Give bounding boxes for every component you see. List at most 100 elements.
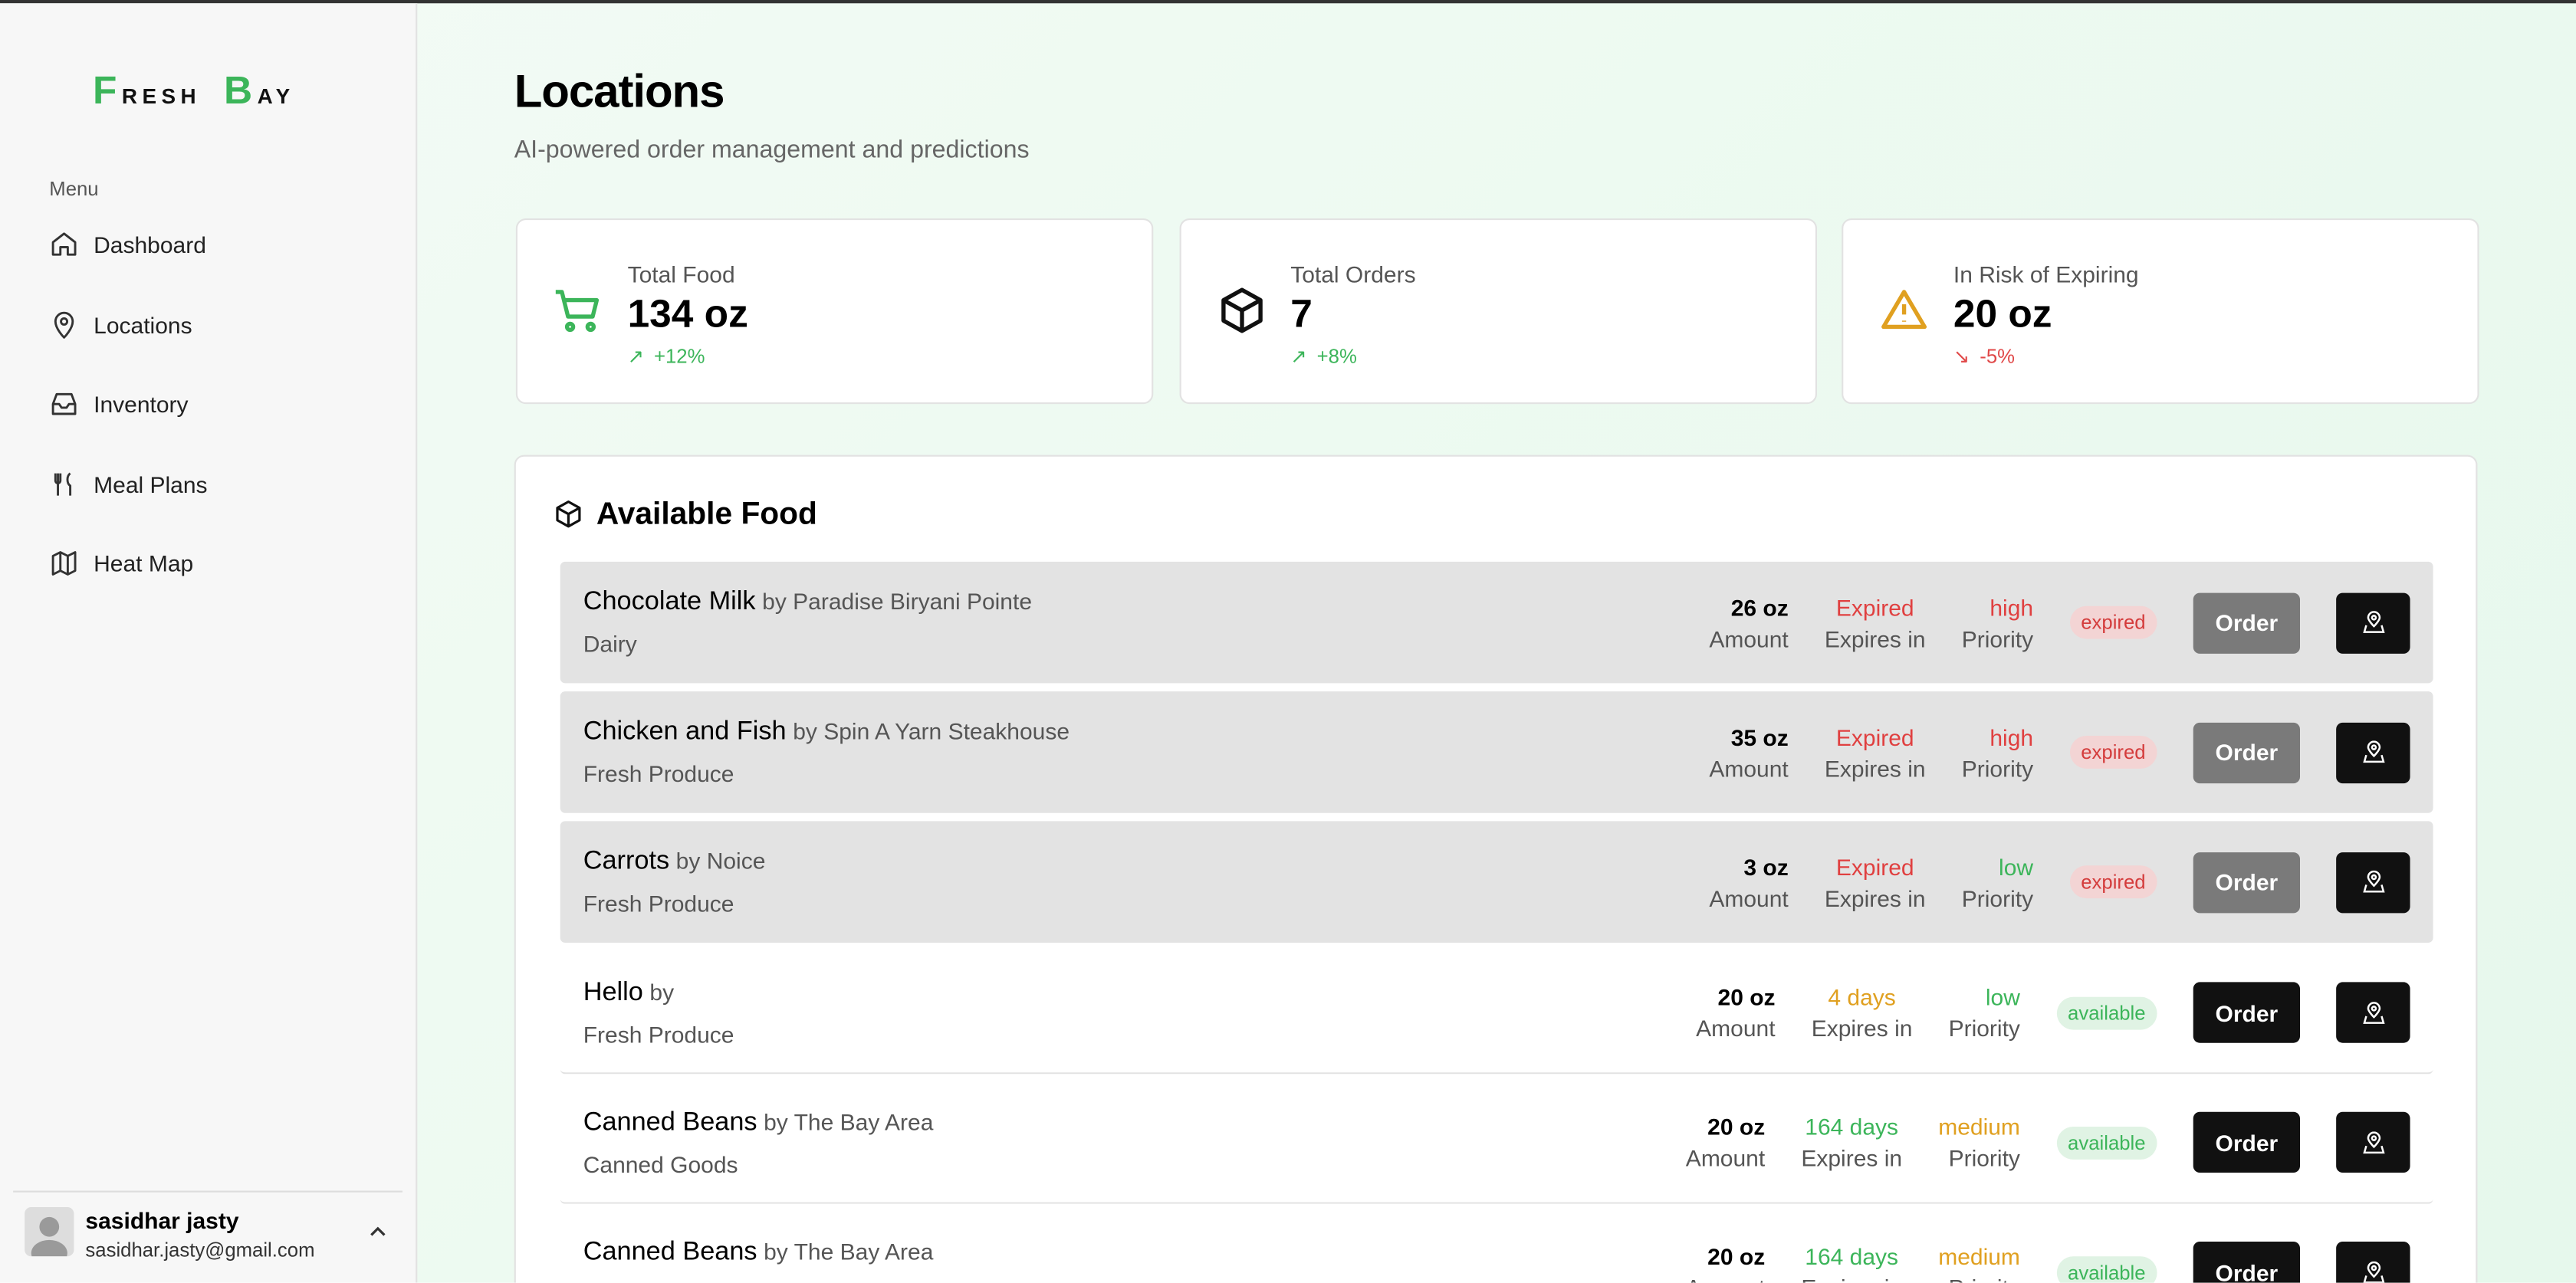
expires: Expired bbox=[1835, 853, 1914, 880]
user-email: sasidhar.jasty@gmail.com bbox=[85, 1238, 315, 1262]
food-info: Canned Beans by The Bay Area Canned Goods bbox=[583, 1107, 1686, 1176]
map-button[interactable] bbox=[2336, 982, 2410, 1043]
food-name: Chicken and Fish bbox=[583, 717, 787, 746]
expires-label: Expires in bbox=[1824, 754, 1926, 781]
food-category: Fresh Produce bbox=[583, 890, 734, 917]
food-row: Chicken and Fish by Spin A Yarn Steakhous… bbox=[560, 691, 2433, 813]
nav-label: Heat Map bbox=[94, 550, 194, 577]
expires-label: Expires in bbox=[1824, 625, 1926, 651]
stat-value: 134 oz bbox=[627, 292, 748, 337]
amount: 26 oz bbox=[1730, 593, 1789, 620]
priority-col: high Priority bbox=[1962, 594, 2033, 651]
stat-change: -5% bbox=[1980, 345, 2016, 368]
stat-value: 20 oz bbox=[1953, 292, 2052, 337]
food-info: Carrots by Noice Fresh Produce bbox=[583, 848, 1710, 917]
food-name: Canned Beans bbox=[583, 1237, 757, 1266]
amount-col: 3 oz Amount bbox=[1709, 853, 1788, 911]
nav-icon bbox=[51, 392, 77, 415]
stat-icon bbox=[1881, 290, 1927, 330]
food-vendor: by The Bay Area bbox=[764, 1237, 934, 1264]
priority-col: medium Priority bbox=[1938, 1243, 2020, 1282]
stat-change-row: ↗ +12% bbox=[628, 345, 705, 368]
expires: 164 days bbox=[1805, 1113, 1899, 1140]
food-category: Fresh Produce bbox=[583, 1020, 734, 1048]
priority: low bbox=[1985, 983, 2020, 1010]
trend-arrow: ↘ bbox=[1953, 345, 1970, 368]
user-name: sasidhar jasty bbox=[85, 1207, 239, 1234]
food-title: Canned Beans by The Bay Area bbox=[583, 1238, 1686, 1268]
nav-icon bbox=[54, 471, 72, 495]
status-badge: expired bbox=[2069, 605, 2157, 639]
trend-arrow: ↗ bbox=[1290, 345, 1307, 368]
window-bar bbox=[0, 0, 2576, 4]
chevron bbox=[370, 1226, 386, 1236]
order-button[interactable]: Order bbox=[2193, 592, 2300, 653]
priority: low bbox=[1999, 853, 2034, 880]
nav-label: Locations bbox=[94, 311, 192, 338]
food-title: Hello by bbox=[583, 978, 1696, 1008]
expires-col: Expired Expires in bbox=[1825, 853, 1926, 911]
expires-col: Expired Expires in bbox=[1825, 724, 1926, 781]
brand-rest: ay bbox=[257, 77, 295, 112]
priority: high bbox=[1990, 593, 2034, 620]
food-info: Hello by Fresh Produce bbox=[583, 978, 1696, 1047]
order-button[interactable]: Order bbox=[2193, 721, 2300, 783]
stat-icon bbox=[555, 290, 600, 333]
food-actions: 35 oz Amount Expired Expires in high Priority… bbox=[1709, 721, 2410, 783]
amount-col: 35 oz Amount bbox=[1709, 724, 1788, 781]
menu-label: Menu bbox=[49, 177, 99, 201]
map-button[interactable] bbox=[2336, 1111, 2410, 1173]
map-button[interactable] bbox=[2336, 852, 2410, 913]
nav-label: Dashboard bbox=[94, 231, 206, 258]
user-panel[interactable]: sasidhar jasty sasidhar.jasty@gmail.com bbox=[13, 1190, 403, 1283]
priority: high bbox=[1990, 723, 2034, 750]
food-actions: 20 oz Amount 4 days Expires in low Priority av… bbox=[1696, 982, 2410, 1043]
food-row: Canned Beans by The Bay Area Canned Goods 2… bbox=[560, 1212, 2433, 1283]
map-button[interactable] bbox=[2336, 1242, 2410, 1283]
food-vendor: by The Bay Area bbox=[764, 1107, 934, 1134]
food-row: Hello by Fresh Produce 20 oz Amount 4 days Exp… bbox=[560, 953, 2433, 1075]
nav-item[interactable]: Heat Map bbox=[49, 549, 193, 579]
priority: medium bbox=[1938, 1113, 2020, 1140]
order-button[interactable]: Order bbox=[2193, 982, 2300, 1043]
map-icon bbox=[2362, 1260, 2384, 1283]
order-button[interactable]: Order bbox=[2193, 1111, 2300, 1173]
nav-item[interactable]: Inventory bbox=[49, 389, 189, 419]
avatar bbox=[25, 1207, 74, 1257]
map-button[interactable] bbox=[2336, 721, 2410, 783]
status-badge: available bbox=[2056, 1125, 2157, 1159]
map-icon bbox=[2362, 740, 2384, 763]
food-category: Canned Goods bbox=[583, 1280, 1686, 1282]
priority-label: Priority bbox=[1948, 1144, 2020, 1171]
priority-label: Priority bbox=[1961, 754, 2034, 781]
status-badge: expired bbox=[2069, 736, 2157, 769]
status-badge: available bbox=[2056, 996, 2157, 1029]
food-actions: 20 oz Amount 164 days Expires in medium Prior… bbox=[1686, 1111, 2410, 1173]
page-subtitle: AI-powered order management and predicti… bbox=[514, 136, 1030, 165]
expires-label: Expires in bbox=[1824, 884, 1926, 911]
order-button[interactable]: Order bbox=[2193, 852, 2300, 913]
stat-change: +12% bbox=[653, 345, 705, 368]
nav-item[interactable]: Dashboard bbox=[49, 230, 206, 260]
order-button[interactable]: Order bbox=[2193, 1242, 2300, 1283]
food-vendor: by Noice bbox=[675, 847, 766, 874]
stat-card: In Risk of Expiring 20 oz ↘ -5% bbox=[1842, 218, 2479, 405]
amount-label: Amount bbox=[1709, 625, 1789, 651]
food-vendor: by Paradise Biryani Pointe bbox=[762, 588, 1033, 615]
nav-item[interactable]: Meal Plans bbox=[49, 469, 208, 499]
map-icon bbox=[2362, 1130, 2384, 1153]
map-button[interactable] bbox=[2336, 592, 2410, 653]
brand: Fresh Bay bbox=[0, 69, 388, 115]
stat-card: Total Orders 7 ↗ +8% bbox=[1178, 218, 1816, 405]
amount: 35 oz bbox=[1730, 723, 1789, 750]
amount: 20 oz bbox=[1707, 1243, 1766, 1270]
amount: 3 oz bbox=[1743, 853, 1789, 880]
stat-icon bbox=[1221, 287, 1262, 333]
nav-item[interactable]: Locations bbox=[49, 310, 192, 340]
stat-label: Total Orders bbox=[1290, 261, 1416, 287]
amount: 20 oz bbox=[1707, 1113, 1766, 1140]
amount: 20 oz bbox=[1717, 983, 1776, 1010]
food-info: Chocolate Milk by Paradise Biryani Pointe… bbox=[583, 588, 1710, 657]
